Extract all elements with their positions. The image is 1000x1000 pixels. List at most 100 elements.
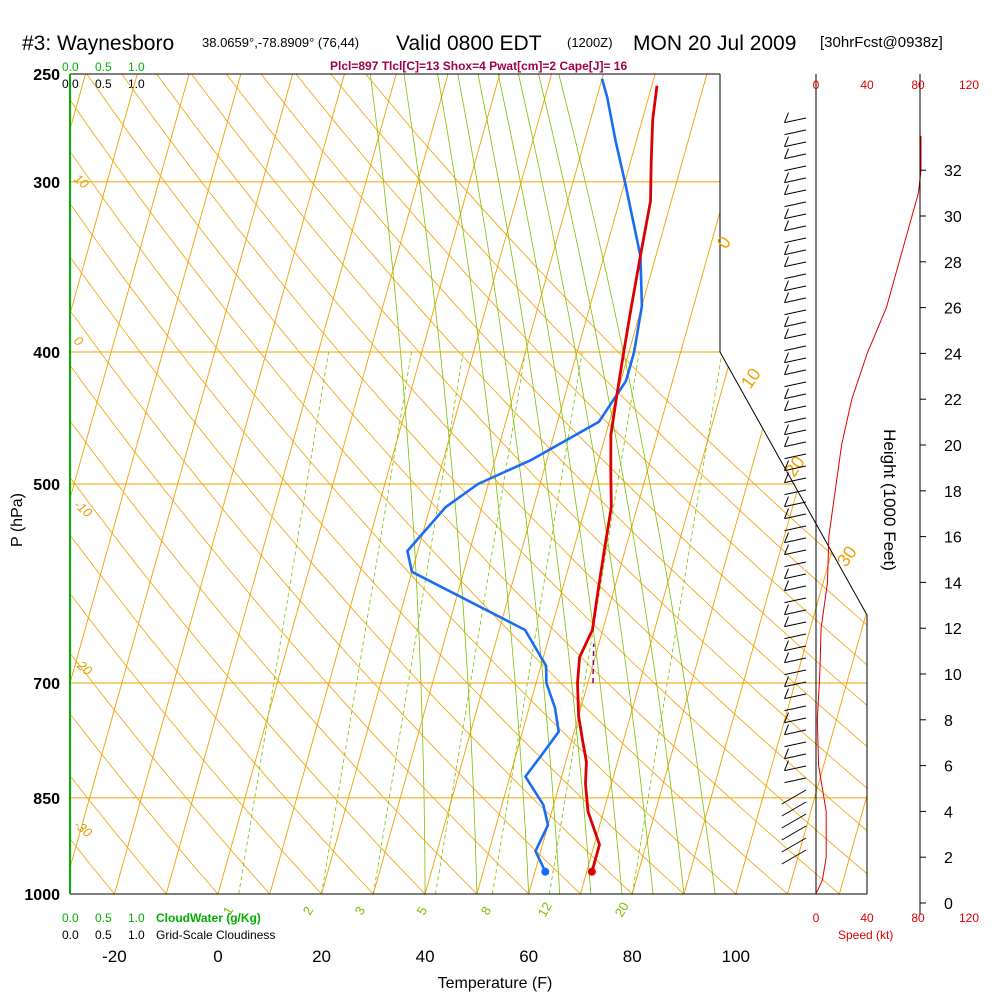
dry-adiabat-line [70, 74, 322, 894]
mixing-ratio-labels: 1 2 3 5 8 12 20 [220, 899, 632, 919]
dry-adiabat-line [365, 74, 867, 894]
wind-barb-flag [784, 724, 789, 735]
wind-barb-flag [784, 280, 789, 291]
mixing-ratio-line [321, 351, 412, 894]
dry-adiabat-line [70, 74, 788, 894]
speed-tick: 40 [860, 78, 874, 92]
wind-barb [784, 693, 807, 700]
wind-barb [784, 153, 807, 160]
wind-barb [784, 453, 807, 460]
wind-barb [784, 717, 807, 724]
dry-adiabat-line [330, 74, 867, 894]
mixing-label: 5 [414, 904, 431, 918]
adiabat-label: 0 [71, 333, 87, 350]
pressure-axis: 250 300 400 500 700 850 1000 [24, 67, 60, 904]
pressure-tick: 850 [33, 791, 60, 808]
station-title: #3: Waynesboro [22, 32, 174, 55]
wind-barb [784, 753, 807, 760]
moist-adiabat-line [497, 74, 623, 894]
wind-barb [784, 273, 807, 280]
wind-layer [781, 112, 922, 895]
wind-barb-flag [784, 616, 789, 627]
height-tick: 4 [944, 804, 953, 821]
mixing-label: 8 [478, 904, 495, 918]
wind-barb-flag [784, 760, 789, 771]
wind-barb [784, 669, 807, 676]
wind-barb [784, 345, 807, 352]
dry-adiabat-line [0, 74, 11, 894]
wind-barb-flag [784, 508, 789, 519]
dry-adiabat-line [86, 74, 840, 894]
wind-barb-flag [784, 640, 789, 651]
wind-barb-flag [784, 328, 789, 339]
wind-barb [784, 609, 807, 616]
cloudwater-label: CloudWater (g/Kg) [156, 911, 261, 925]
adiabat-labels: 10 0 -10 -20 -30 [71, 171, 96, 841]
height-tick: 30 [944, 209, 962, 226]
wind-barb-flag [784, 748, 789, 759]
wind-barb [784, 165, 807, 172]
height-tick: 28 [944, 255, 962, 272]
wind-barb [781, 825, 807, 841]
wind-barb [784, 189, 807, 196]
speed-axis-bottom: 0 40 80 120 Speed (kt) [813, 911, 980, 942]
wind-speed-profile [815, 135, 922, 895]
height-tick: 32 [944, 163, 962, 180]
moist-adiabat-line [437, 74, 530, 894]
top-green-tick: 0.5 [95, 60, 112, 74]
wind-barb [784, 705, 807, 712]
wind-barb [784, 633, 807, 640]
pressure-axis-label: P (hPa) [9, 493, 26, 547]
isotherm-label: 0 [713, 233, 735, 253]
wind-barb [784, 309, 807, 316]
wind-barb-flag [784, 364, 789, 375]
plot-frame [70, 73, 868, 895]
dry-adiabat-line [70, 74, 633, 894]
wind-barb [784, 429, 807, 436]
temperature-curve [576, 85, 659, 873]
dry-adiabat-line [70, 74, 271, 894]
bottom-cloudwater-scale: 0.0 0.5 1.0 CloudWater (g/Kg) 0.0 0.5 1.… [62, 911, 275, 942]
speed-axis-label: Speed (kt) [838, 928, 893, 942]
wind-barb [784, 321, 807, 328]
height-tick: 6 [944, 759, 953, 776]
temperature-axis: -20 0 20 40 60 80 100 [102, 947, 750, 966]
wind-barb-flag [784, 436, 789, 447]
wind-barb [784, 513, 807, 520]
top-green-tick: 1.0 [128, 60, 145, 74]
moist-adiabat-line [518, 74, 654, 894]
speed-axis-top: 0 40 80 120 [813, 78, 980, 92]
wind-barb [784, 225, 807, 232]
wind-barb-flag [784, 424, 789, 435]
height-axis-label: Height (1000 Feet) [880, 429, 899, 571]
wind-barb [784, 489, 807, 496]
wind-barb [781, 801, 807, 817]
bottom-green-tick: 1.0 [128, 911, 145, 925]
wind-barb [784, 573, 807, 580]
wind-barb [784, 237, 807, 244]
wind-barb [784, 261, 807, 268]
wind-barb-flag [784, 136, 789, 147]
wind-barb-flag [784, 568, 789, 579]
wind-barb-flag [784, 208, 789, 219]
wind-barb [784, 441, 807, 448]
wind-barb [784, 585, 807, 592]
speed-tick: 0 [813, 78, 820, 92]
dry-adiabat-line [121, 74, 867, 894]
height-tick: 0 [944, 896, 953, 913]
mixing-ratio-line [492, 351, 583, 894]
wind-barb [784, 285, 807, 292]
isotherm-labels: 0 10 20 30 [713, 233, 861, 571]
temperature-tick: 80 [623, 947, 642, 966]
wind-barb-flag [784, 688, 789, 699]
temperature-tick: 0 [213, 947, 222, 966]
wind-barb [784, 621, 807, 628]
height-tick: 18 [944, 484, 962, 501]
height-tick: 12 [944, 621, 962, 638]
height-tick: 14 [944, 575, 962, 592]
speed-tick: 40 [860, 911, 874, 925]
wind-barb-flag [784, 652, 789, 663]
pressure-tick: 500 [33, 477, 60, 494]
dry-adiabat-line [70, 74, 426, 894]
